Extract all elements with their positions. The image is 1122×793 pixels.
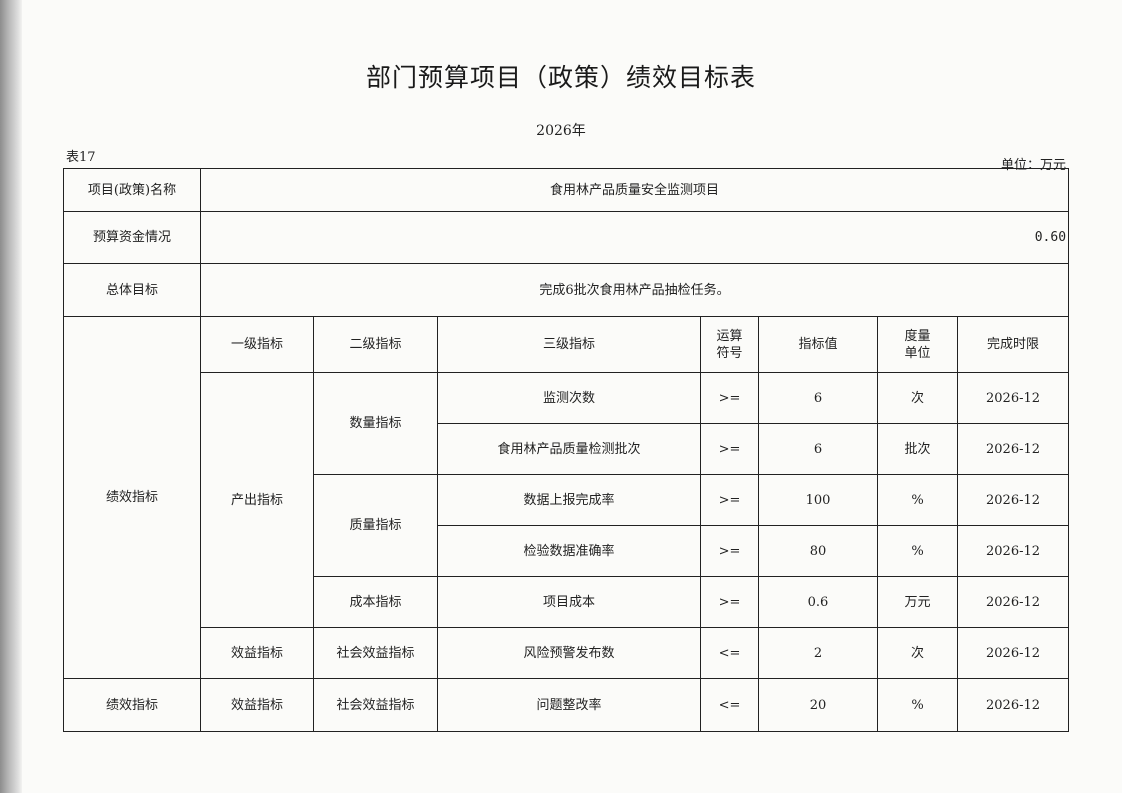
deadline: 2026-12 xyxy=(956,372,1070,424)
operator: >= xyxy=(700,576,759,628)
performance-target-table: 项目(政策)名称 食用林产品质量安全监测项目 预算资金情况 0.60 总体目标 … xyxy=(63,168,1070,732)
level1-cell: 产出指标 xyxy=(200,372,314,628)
measure-unit: 次 xyxy=(877,372,958,424)
page-binding-edge xyxy=(0,0,22,793)
table-header-row: 绩效指标 一级指标 二级指标 三级指标 运算 符号 指标值 度量 单位 完成时限 xyxy=(63,316,1070,679)
table-row: 食用林产品质量检测批次 >= 6 批次 2026-12 xyxy=(64,423,1070,475)
deadline: 2026-12 xyxy=(956,423,1070,475)
level1-cell: 效益指标 xyxy=(200,627,314,679)
column-header: 三级指标 xyxy=(437,316,701,373)
operator: >= xyxy=(700,423,759,475)
deadline: 2026-12 xyxy=(956,627,1070,679)
operator: >= xyxy=(700,372,759,424)
column-header: 指标值 xyxy=(758,316,878,373)
measure-unit: % xyxy=(877,474,958,526)
indicator-name: 数据上报完成率 xyxy=(437,474,701,526)
indicator-value: 2 xyxy=(758,627,878,679)
table-row: 绩效指标 效益指标 社会效益指标 问题整改率 <= 20 % 2026-12 xyxy=(63,678,1070,732)
indicator-value: 100 xyxy=(758,474,878,526)
column-header: 完成时限 xyxy=(956,316,1070,373)
measure-unit: % xyxy=(877,525,958,577)
page-title: 部门预算项目（政策）绩效目标表 xyxy=(365,63,756,92)
table-row: 检验数据准确率 >= 80 % 2026-12 xyxy=(64,525,1070,577)
table-row: 总体目标 完成6批次食用林产品抽检任务。 xyxy=(63,263,1070,317)
column-header: 运算 符号 xyxy=(700,316,759,373)
table-number: 表17 xyxy=(66,150,96,165)
level2-cell: 质量指标 xyxy=(313,474,438,577)
indicator-name: 检验数据准确率 xyxy=(437,525,701,577)
column-header: 一级指标 xyxy=(200,316,314,373)
project-name: 食用林产品质量安全监测项目 xyxy=(199,168,1070,212)
level2-cell: 数量指标 xyxy=(313,372,438,475)
level1-cell: 效益指标 xyxy=(200,678,314,732)
indicator-value: 6 xyxy=(758,423,878,475)
indicator-value: 20 xyxy=(758,678,878,732)
deadline: 2026-12 xyxy=(956,525,1070,577)
indicator-name: 监测次数 xyxy=(437,372,701,424)
indicator-name: 食用林产品质量检测批次 xyxy=(437,423,701,475)
table-row: 项目(政策)名称 食用林产品质量安全监测项目 xyxy=(63,168,1070,212)
level2-cell: 社会效益指标 xyxy=(313,627,438,679)
perf-label: 绩效指标 xyxy=(63,678,201,732)
indicator-value: 6 xyxy=(758,372,878,424)
perf-label: 绩效指标 xyxy=(63,316,201,679)
budget-value: 0.60 xyxy=(199,211,1070,264)
measure-unit: 万元 xyxy=(877,576,958,628)
measure-unit: 批次 xyxy=(877,423,958,475)
operator: <= xyxy=(700,627,759,679)
measure-unit: 次 xyxy=(877,627,958,679)
table-row: 产出指标 数量指标 监测次数 >= 6 次 2026-12 xyxy=(64,372,1070,628)
deadline: 2026-12 xyxy=(956,576,1070,628)
project-name-label: 项目(政策)名称 xyxy=(63,168,201,212)
level2-cell: 社会效益指标 xyxy=(313,678,438,732)
indicator-value: 80 xyxy=(758,525,878,577)
table-row: 质量指标 数据上报完成率 >= 100 % 2026-12 xyxy=(64,474,1070,577)
indicator-name: 风险预警发布数 xyxy=(437,627,701,679)
indicator-name: 项目成本 xyxy=(437,576,701,628)
operator: <= xyxy=(700,678,759,732)
operator: >= xyxy=(700,474,759,526)
measure-unit: % xyxy=(877,678,958,732)
column-header: 度量 单位 xyxy=(877,316,958,373)
goal-label: 总体目标 xyxy=(63,263,201,317)
table-row: 效益指标 社会效益指标 风险预警发布数 <= 2 次 2026-12 xyxy=(64,627,1070,679)
column-header: 二级指标 xyxy=(313,316,438,373)
year: 2026年 xyxy=(536,123,586,139)
indicator-value: 0.6 xyxy=(758,576,878,628)
operator: >= xyxy=(700,525,759,577)
budget-label: 预算资金情况 xyxy=(63,211,201,264)
deadline: 2026-12 xyxy=(956,474,1070,526)
table-row: 预算资金情况 0.60 xyxy=(63,211,1070,264)
indicator-name: 问题整改率 xyxy=(437,678,701,732)
level2-cell: 成本指标 xyxy=(313,576,438,628)
deadline: 2026-12 xyxy=(956,678,1070,732)
goal-text: 完成6批次食用林产品抽检任务。 xyxy=(199,263,1070,317)
